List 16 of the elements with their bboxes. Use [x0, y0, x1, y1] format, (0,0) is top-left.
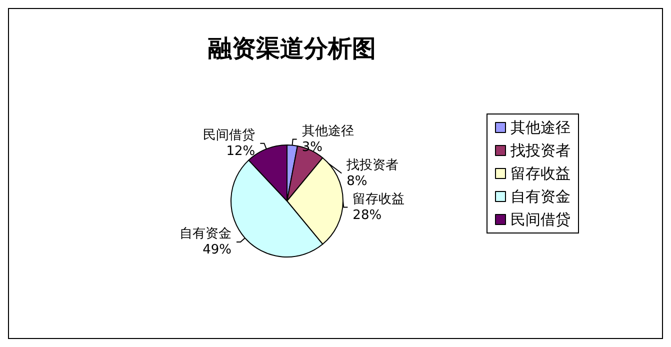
chart-title: 融资渠道分析图 [208, 34, 376, 62]
data-label: 28% [352, 208, 382, 223]
legend-label: 找投资者 [510, 142, 570, 160]
slice-label: 找投资者 [346, 158, 399, 173]
data-label: 8% [346, 174, 368, 189]
slice-label: 留存收益 [352, 192, 405, 207]
slice-label: 民间借贷 [203, 128, 256, 143]
slice-label: 其他途径 [302, 124, 354, 139]
legend-label: 民间借贷 [510, 210, 570, 228]
slice-label: 自有资金 [179, 226, 232, 242]
data-label: 3% [302, 140, 322, 155]
legend-label: 其他途径 [510, 118, 570, 136]
legend-label: 留存收益 [510, 164, 570, 182]
data-label: 49% [202, 242, 232, 258]
data-label: 12% [226, 144, 256, 159]
legend-label: 自有资金 [510, 188, 570, 206]
